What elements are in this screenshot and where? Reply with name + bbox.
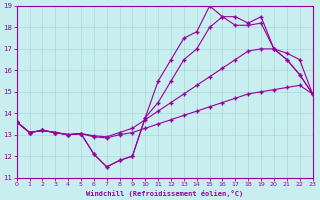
X-axis label: Windchill (Refroidissement éolien,°C): Windchill (Refroidissement éolien,°C) [86,190,243,197]
